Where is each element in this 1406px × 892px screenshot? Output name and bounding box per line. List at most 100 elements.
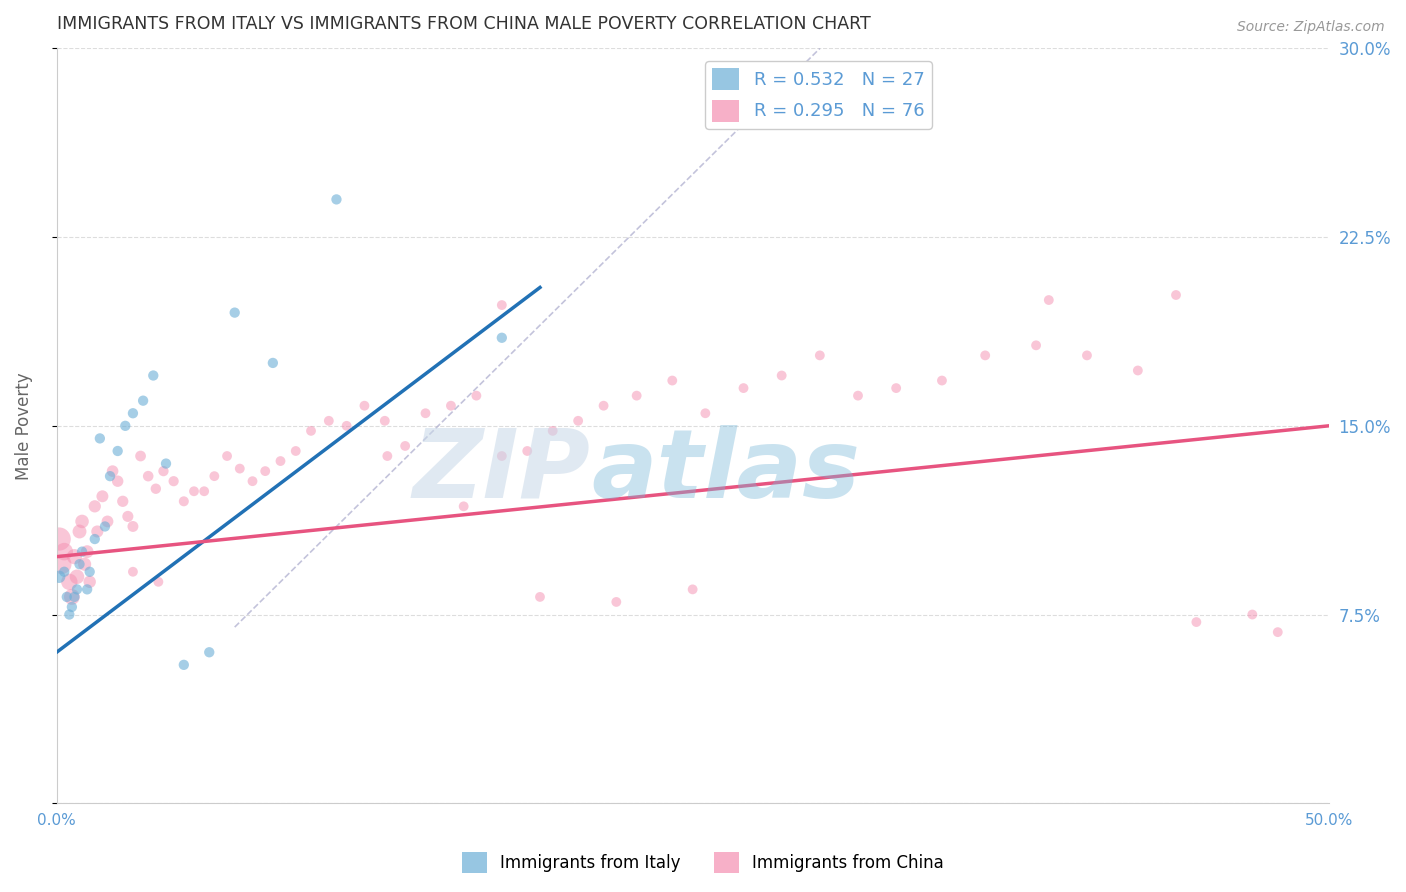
Point bbox=[173, 657, 195, 672]
Point bbox=[122, 406, 145, 420]
Point bbox=[69, 558, 91, 572]
Point bbox=[1076, 348, 1098, 362]
Point bbox=[198, 645, 221, 659]
Point bbox=[69, 524, 91, 539]
Point bbox=[626, 389, 648, 403]
Point bbox=[58, 607, 80, 622]
Point bbox=[129, 449, 152, 463]
Point bbox=[76, 544, 98, 558]
Point bbox=[695, 406, 717, 420]
Text: IMMIGRANTS FROM ITALY VS IMMIGRANTS FROM CHINA MALE POVERTY CORRELATION CHART: IMMIGRANTS FROM ITALY VS IMMIGRANTS FROM… bbox=[56, 15, 870, 33]
Point bbox=[1267, 625, 1289, 640]
Point bbox=[541, 424, 564, 438]
Point bbox=[529, 590, 551, 604]
Point bbox=[70, 544, 93, 558]
Point bbox=[193, 484, 215, 499]
Point bbox=[1025, 338, 1047, 352]
Point bbox=[79, 565, 101, 579]
Point bbox=[202, 469, 225, 483]
Point bbox=[86, 524, 108, 539]
Point bbox=[465, 389, 488, 403]
Point bbox=[122, 519, 145, 533]
Point bbox=[808, 348, 831, 362]
Point bbox=[242, 474, 264, 488]
Point bbox=[516, 444, 538, 458]
Point bbox=[224, 305, 246, 319]
Point bbox=[1164, 288, 1187, 302]
Y-axis label: Male Poverty: Male Poverty bbox=[15, 372, 32, 480]
Point bbox=[336, 418, 359, 433]
Point bbox=[254, 464, 277, 478]
Point bbox=[155, 457, 177, 471]
Point bbox=[70, 515, 93, 529]
Point bbox=[567, 414, 589, 428]
Point bbox=[89, 431, 111, 445]
Point bbox=[491, 298, 513, 312]
Point bbox=[96, 515, 118, 529]
Point bbox=[262, 356, 284, 370]
Point bbox=[53, 565, 76, 579]
Point bbox=[53, 544, 76, 558]
Point bbox=[931, 374, 953, 388]
Point bbox=[173, 494, 195, 508]
Point bbox=[91, 489, 114, 503]
Point bbox=[66, 570, 89, 584]
Point bbox=[215, 449, 238, 463]
Point bbox=[183, 484, 205, 499]
Point bbox=[79, 574, 101, 589]
Point bbox=[148, 574, 170, 589]
Point bbox=[375, 449, 398, 463]
Point bbox=[136, 469, 159, 483]
Point bbox=[83, 532, 105, 546]
Point bbox=[682, 582, 704, 597]
Point bbox=[592, 399, 614, 413]
Point bbox=[1241, 607, 1264, 622]
Point bbox=[1126, 363, 1149, 377]
Point bbox=[374, 414, 396, 428]
Text: ZIP: ZIP bbox=[413, 425, 591, 517]
Point bbox=[733, 381, 755, 395]
Point bbox=[884, 381, 907, 395]
Point bbox=[229, 461, 252, 475]
Point bbox=[58, 574, 80, 589]
Point bbox=[846, 389, 869, 403]
Point bbox=[1185, 615, 1208, 629]
Point bbox=[415, 406, 437, 420]
Point bbox=[117, 509, 139, 524]
Point bbox=[440, 399, 463, 413]
Point bbox=[162, 474, 184, 488]
Point bbox=[107, 444, 129, 458]
Point bbox=[48, 570, 70, 584]
Point bbox=[73, 558, 96, 572]
Point bbox=[974, 348, 997, 362]
Point bbox=[122, 565, 145, 579]
Point bbox=[284, 444, 307, 458]
Point bbox=[453, 500, 475, 514]
Point bbox=[325, 193, 347, 207]
Point bbox=[491, 449, 513, 463]
Legend: Immigrants from Italy, Immigrants from China: Immigrants from Italy, Immigrants from C… bbox=[456, 846, 950, 880]
Point bbox=[63, 549, 86, 564]
Point bbox=[51, 558, 73, 572]
Point bbox=[145, 482, 167, 496]
Point bbox=[770, 368, 793, 383]
Point bbox=[76, 582, 98, 597]
Text: atlas: atlas bbox=[591, 425, 860, 517]
Point bbox=[101, 464, 124, 478]
Point bbox=[107, 474, 129, 488]
Point bbox=[353, 399, 375, 413]
Point bbox=[60, 590, 83, 604]
Point bbox=[60, 599, 83, 614]
Text: Source: ZipAtlas.com: Source: ZipAtlas.com bbox=[1237, 20, 1385, 34]
Point bbox=[142, 368, 165, 383]
Point bbox=[94, 519, 117, 533]
Point bbox=[394, 439, 416, 453]
Point bbox=[661, 374, 683, 388]
Point bbox=[114, 418, 136, 433]
Point bbox=[56, 590, 79, 604]
Point bbox=[152, 464, 174, 478]
Point bbox=[132, 393, 155, 408]
Point bbox=[63, 590, 86, 604]
Legend: R = 0.532   N = 27, R = 0.295   N = 76: R = 0.532 N = 27, R = 0.295 N = 76 bbox=[704, 62, 932, 128]
Point bbox=[111, 494, 134, 508]
